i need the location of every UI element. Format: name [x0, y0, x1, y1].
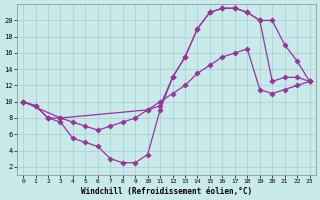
X-axis label: Windchill (Refroidissement éolien,°C): Windchill (Refroidissement éolien,°C)	[81, 187, 252, 196]
